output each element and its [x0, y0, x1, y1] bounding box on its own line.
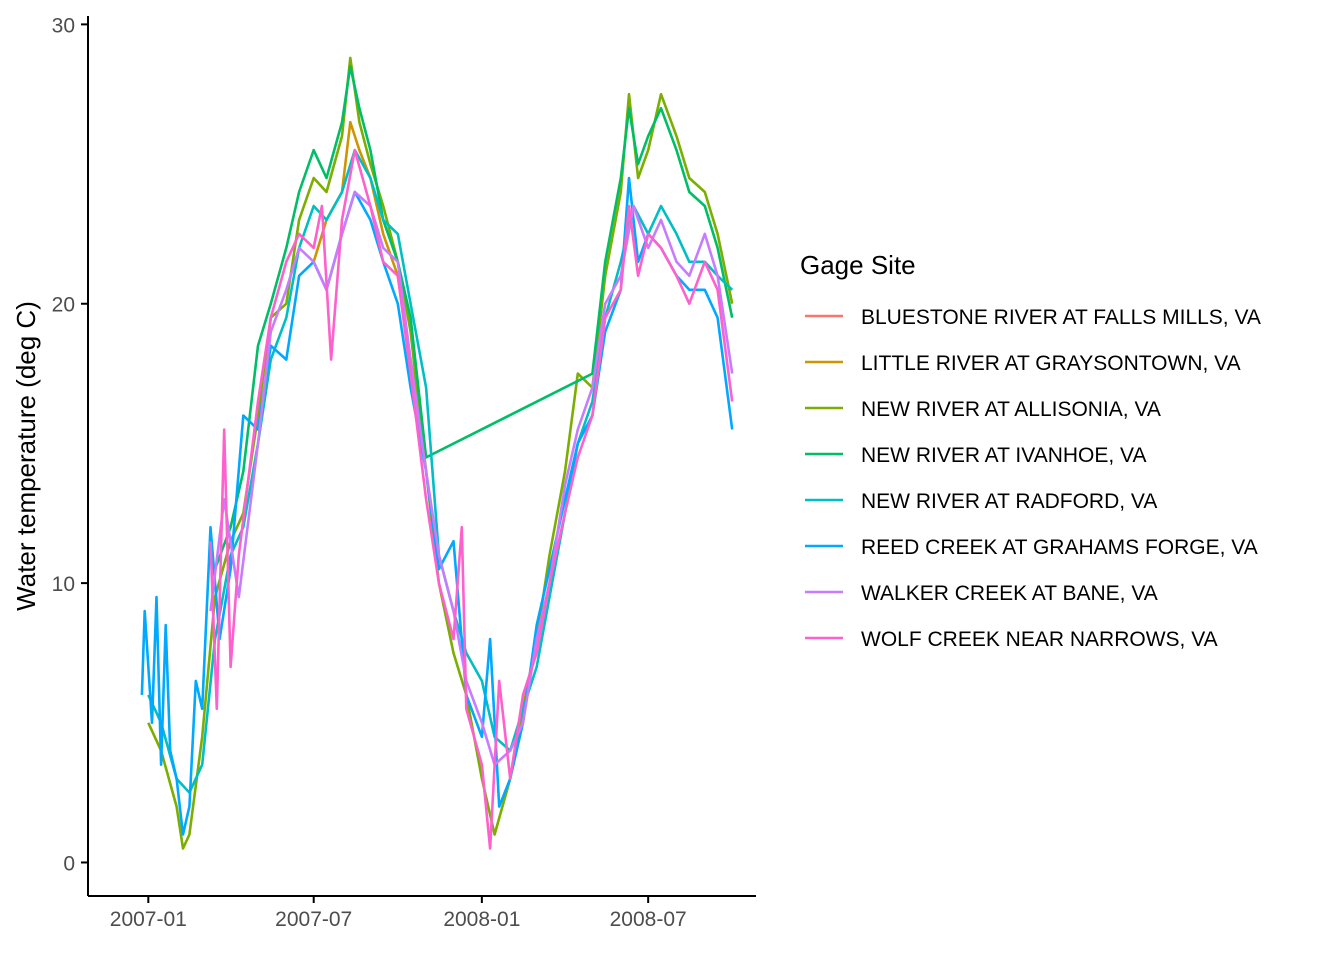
legend-item: BLUESTONE RIVER AT FALLS MILLS, VA [805, 306, 1261, 329]
x-axis-ticks: 2007-01 2007-07 2008-01 2008-07 [110, 896, 687, 931]
legend-label: BLUESTONE RIVER AT FALLS MILLS, VA [861, 306, 1261, 329]
legend-label: NEW RIVER AT RADFORD, VA [861, 490, 1157, 513]
legend-items: BLUESTONE RIVER AT FALLS MILLS, VA LITTLE… [805, 306, 1261, 651]
y-axis-ticks: 0 10 20 30 [52, 14, 88, 875]
legend-label: WOLF CREEK NEAR NARROWS, VA [861, 628, 1218, 651]
y-axis-label: Water temperature (deg C) [11, 301, 41, 611]
legend-title: Gage Site [800, 250, 916, 280]
y-tick-label: 30 [52, 14, 75, 37]
legend-label: REED CREEK AT GRAHAMS FORGE, VA [861, 536, 1258, 559]
legend-label: NEW RIVER AT ALLISONIA, VA [861, 398, 1161, 421]
x-tick-label: 2008-01 [443, 908, 520, 931]
legend-item: NEW RIVER AT ALLISONIA, VA [805, 398, 1161, 421]
x-tick-label: 2007-07 [275, 908, 352, 931]
legend-item: REED CREEK AT GRAHAMS FORGE, VA [805, 536, 1258, 559]
y-tick-label: 20 [52, 294, 75, 317]
legend-item: NEW RIVER AT IVANHOE, VA [805, 444, 1147, 467]
legend-label: NEW RIVER AT IVANHOE, VA [861, 444, 1147, 467]
series-lines [140, 56, 734, 850]
legend: Gage Site BLUESTONE RIVER AT FALLS MILLS… [800, 250, 1261, 651]
series-line [209, 190, 734, 766]
y-tick-label: 0 [63, 852, 75, 875]
legend-item: WOLF CREEK NEAR NARROWS, VA [805, 628, 1218, 651]
series-line [140, 176, 734, 836]
legend-label: LITTLE RIVER AT GRAYSONTOWN, VA [861, 352, 1241, 375]
series-line [209, 148, 734, 850]
legend-label: WALKER CREEK AT BANE, VA [861, 582, 1158, 605]
y-tick-label: 10 [52, 573, 75, 596]
legend-item: NEW RIVER AT RADFORD, VA [805, 490, 1157, 513]
x-tick-label: 2008-07 [610, 908, 687, 931]
legend-item: LITTLE RIVER AT GRAYSONTOWN, VA [805, 352, 1241, 375]
legend-item: WALKER CREEK AT BANE, VA [805, 582, 1158, 605]
x-tick-label: 2007-01 [110, 908, 187, 931]
series-line [147, 56, 734, 850]
